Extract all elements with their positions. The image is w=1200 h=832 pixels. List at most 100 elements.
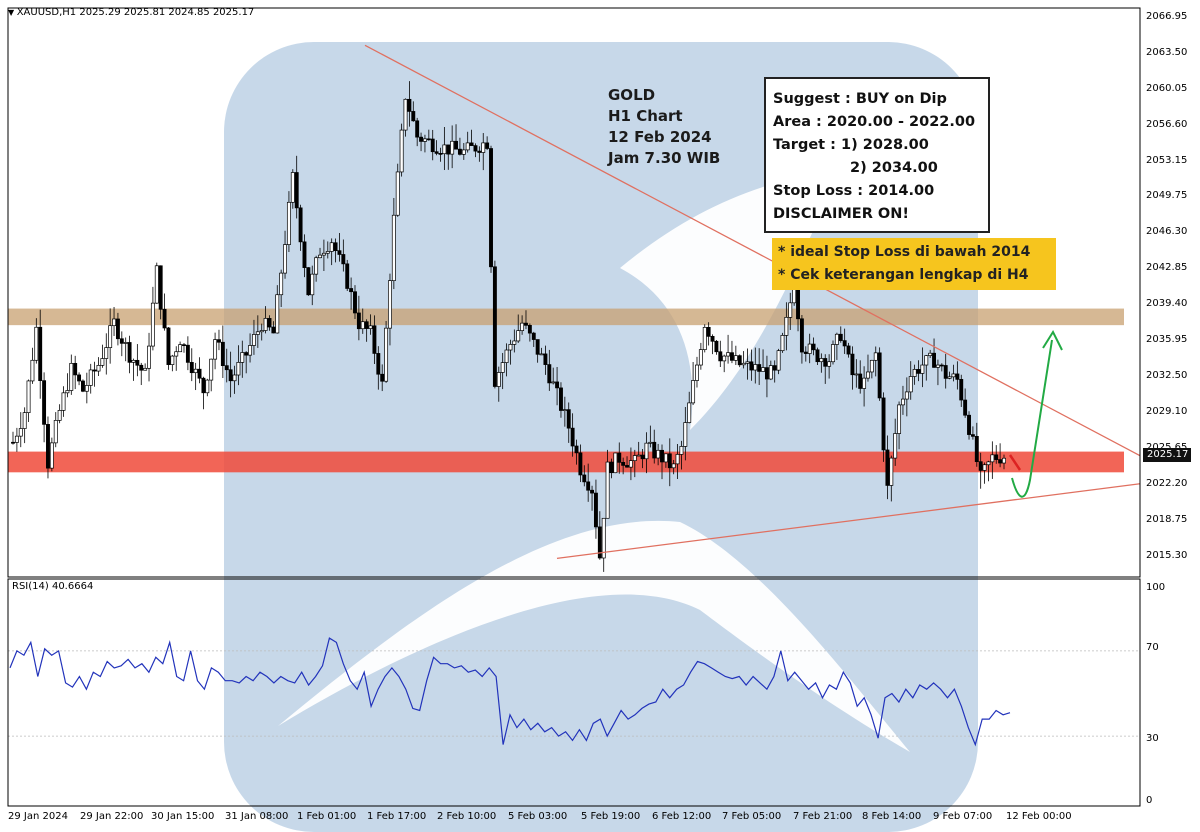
candle-bear	[469, 142, 474, 146]
candle-bull	[360, 321, 365, 330]
price-tick: 2042.85	[1146, 262, 1188, 273]
candle-bear	[531, 332, 536, 340]
candle-bull	[422, 138, 427, 142]
candle-bear	[11, 441, 15, 444]
candle-bull	[947, 376, 952, 379]
candle-bear	[757, 364, 762, 372]
candle-bull	[108, 325, 113, 348]
candle-bull	[53, 420, 58, 444]
candle-bull	[928, 352, 933, 356]
candle-bear	[885, 449, 890, 486]
candle-bear	[967, 414, 971, 435]
note-line-date: 12 Feb 2024	[608, 128, 712, 146]
candle-bull	[807, 343, 812, 354]
up-arrow-shaft	[1011, 339, 1053, 498]
price-tick: 2039.40	[1146, 298, 1188, 309]
candle-bear	[356, 312, 361, 330]
candle-bull	[986, 461, 991, 466]
note-line-timeframe: H1 Chart	[608, 107, 683, 125]
candle-bull	[834, 333, 839, 345]
candle-bull	[702, 326, 707, 350]
candle-bear	[527, 324, 532, 334]
candle-bull	[290, 172, 295, 203]
candle-bear	[652, 441, 657, 459]
price-tick: 2053.15	[1146, 155, 1188, 166]
candle-bear	[380, 373, 385, 382]
candle-bull	[831, 344, 835, 363]
candle-bear	[454, 140, 458, 150]
support-zone	[8, 451, 1124, 473]
candle-bull	[636, 454, 641, 457]
time-tick: 5 Feb 03:00	[508, 811, 568, 822]
chart-header: XAUUSD,H1 2025.29 2025.81 2024.85 2025.1…	[8, 7, 254, 18]
candle-bear	[224, 365, 229, 371]
candle-bear	[302, 241, 307, 268]
rsi-panel-border	[7, 578, 1141, 807]
up-arrow-head	[1042, 329, 1063, 351]
candle-bull	[18, 428, 23, 437]
candle-bull	[96, 364, 101, 372]
candle-bull	[248, 345, 253, 356]
candle-bull	[240, 352, 245, 363]
candle-bull	[481, 142, 486, 153]
candle-bull	[131, 359, 136, 363]
candle-bear	[578, 452, 583, 476]
candle-bull	[395, 171, 400, 216]
candle-bear	[127, 342, 132, 363]
candle-bear	[492, 266, 497, 387]
candle-bull	[391, 214, 396, 282]
candle-bull	[321, 252, 326, 256]
candle-bear	[353, 291, 357, 314]
candle-bull	[1002, 457, 1006, 464]
candle-bull	[123, 342, 128, 344]
candle-bear	[135, 359, 140, 366]
candle-bull	[112, 318, 116, 327]
candle-bull	[605, 461, 610, 519]
candle-bull	[901, 398, 905, 406]
candle-bull	[792, 287, 797, 304]
down-arrow	[1008, 454, 1022, 471]
candle-bull	[209, 358, 214, 381]
rsi-tick-0: 0	[1146, 795, 1153, 806]
candle-bear	[574, 445, 579, 454]
candle-bull	[784, 317, 789, 336]
candle-bull	[656, 449, 661, 459]
rsi-panel	[8, 637, 1140, 747]
candle-bear	[345, 263, 350, 289]
candle-bear	[182, 344, 186, 346]
candle-bear	[586, 481, 591, 491]
candle-bull	[644, 442, 649, 460]
candle-bear	[570, 427, 575, 447]
candle-bear	[158, 265, 163, 310]
candle-bull	[648, 441, 653, 444]
candle-bull	[788, 302, 793, 318]
candle-bear	[823, 358, 828, 367]
time-tick: 1 Feb 01:00	[297, 811, 357, 822]
candle-bull	[150, 302, 155, 347]
rsi-tick-100: 100	[1146, 582, 1166, 593]
candle-bear	[582, 474, 587, 483]
lower-trendline	[556, 483, 1141, 559]
candle-bear	[772, 365, 777, 371]
candle-bear	[842, 340, 847, 347]
candle-bull	[912, 369, 917, 377]
candle-bull	[325, 251, 330, 254]
candle-bear	[337, 250, 342, 255]
candle-bear	[974, 436, 979, 463]
candle-bull	[178, 344, 183, 353]
candle-bear	[73, 362, 78, 376]
price-tick: 2049.75	[1146, 190, 1188, 201]
candle-bull	[286, 201, 291, 245]
candle-bear	[963, 399, 968, 416]
candle-bear	[555, 381, 560, 389]
candle-bull	[776, 350, 781, 371]
candle-bear	[959, 379, 964, 401]
candle-bear	[197, 368, 202, 379]
time-tick: 5 Feb 19:00	[581, 811, 641, 822]
candle-bear	[593, 492, 598, 528]
rsi-header: RSI(14) 40.6664	[12, 581, 94, 592]
price-tick: 2029.10	[1146, 406, 1188, 417]
note-h4: * Cek keterangan lengkap di H4	[778, 267, 1029, 283]
price-tick: 2046.30	[1146, 226, 1188, 237]
candle-bear	[764, 367, 769, 380]
